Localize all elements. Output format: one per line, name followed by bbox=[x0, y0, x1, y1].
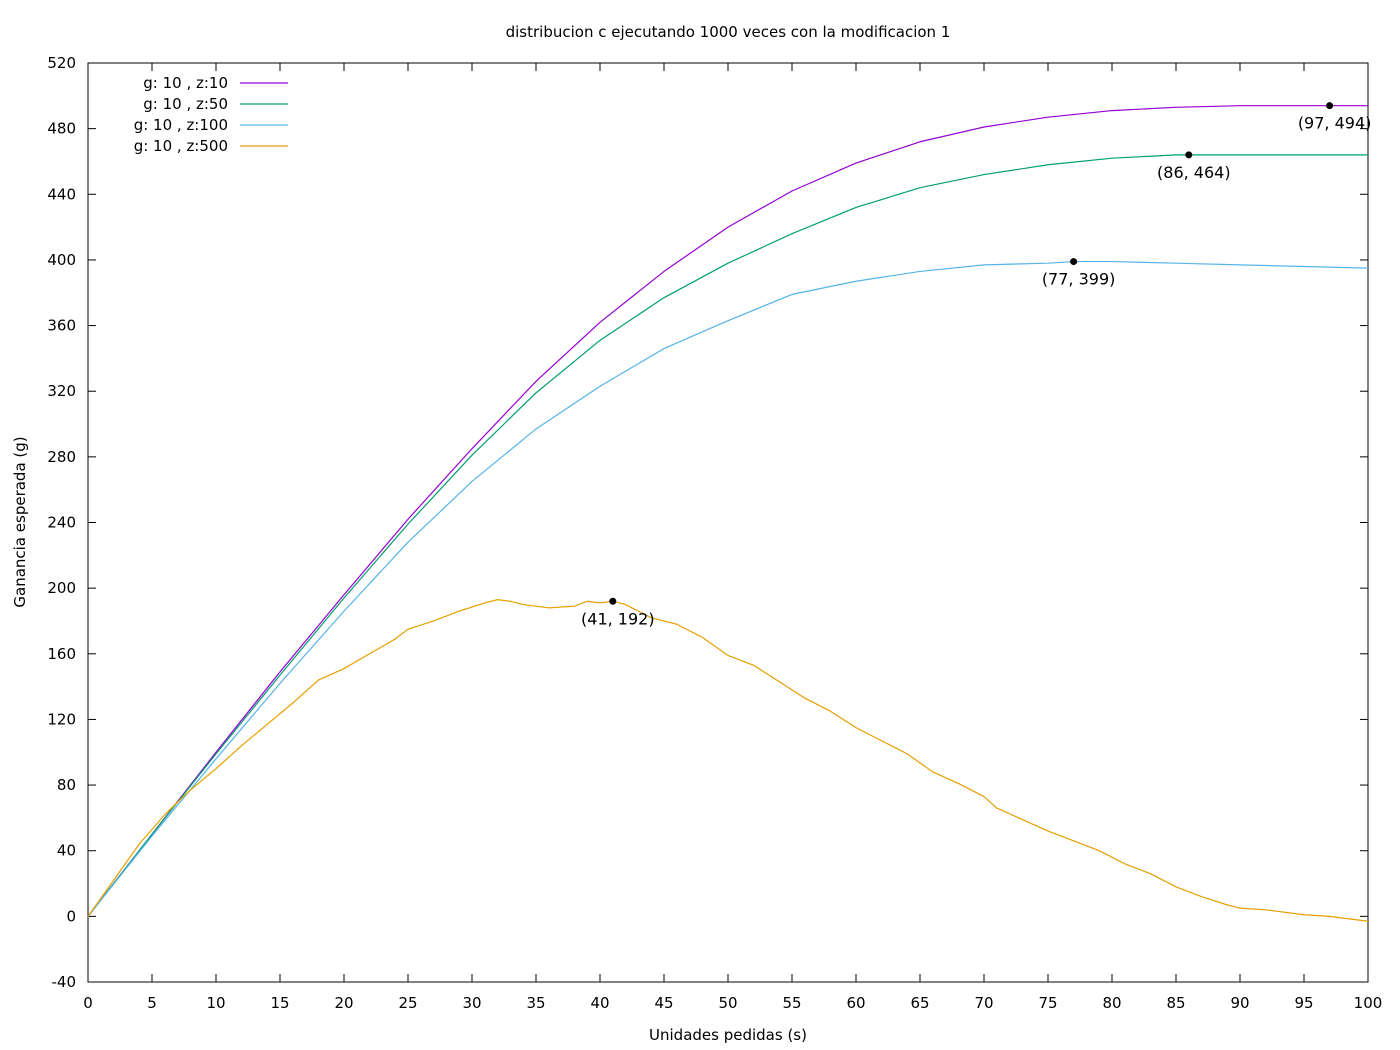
annotation-label: (97, 494) bbox=[1298, 114, 1372, 133]
x-tick-label: 100 bbox=[1354, 994, 1383, 1012]
y-tick-label: 480 bbox=[47, 120, 76, 138]
y-tick-label: 360 bbox=[47, 317, 76, 335]
y-tick-label: 200 bbox=[47, 579, 76, 597]
x-axis-label: Unidades pedidas (s) bbox=[649, 1026, 807, 1044]
chart-title: distribucion c ejecutando 1000 veces con… bbox=[506, 23, 951, 41]
x-tick-label: 5 bbox=[147, 994, 157, 1012]
x-tick-label: 20 bbox=[334, 994, 353, 1012]
x-tick-label: 10 bbox=[206, 994, 225, 1012]
annotation-point bbox=[1185, 151, 1193, 159]
x-tick-label: 85 bbox=[1166, 994, 1185, 1012]
series-line-3 bbox=[87, 260, 1369, 917]
x-tick-label: 70 bbox=[974, 994, 993, 1012]
x-tick-label: 65 bbox=[910, 994, 929, 1012]
x-tick-label: 55 bbox=[782, 994, 801, 1012]
x-tick-label: 15 bbox=[270, 994, 289, 1012]
y-tick-label: 40 bbox=[57, 842, 76, 860]
x-tick-label: 95 bbox=[1294, 994, 1313, 1012]
y-tick-label: -40 bbox=[52, 973, 77, 991]
legend-entry-label: g: 10 , z:10 bbox=[143, 74, 228, 92]
y-tick-label: 320 bbox=[47, 382, 76, 400]
legend-entry-label: g: 10 , z:100 bbox=[134, 116, 228, 134]
legend-entry-label: g: 10 , z:50 bbox=[143, 95, 228, 113]
x-tick-label: 60 bbox=[846, 994, 865, 1012]
series-line-4 bbox=[87, 599, 1369, 922]
y-tick-label: 440 bbox=[47, 185, 76, 203]
y-tick-label: 160 bbox=[47, 645, 76, 663]
annotation-point bbox=[609, 597, 617, 605]
x-tick-label: 0 bbox=[83, 994, 93, 1012]
y-tick-label: 80 bbox=[57, 776, 76, 794]
x-tick-label: 75 bbox=[1038, 994, 1057, 1012]
annotation-point bbox=[1326, 102, 1334, 110]
y-tick-label: 240 bbox=[47, 514, 76, 532]
series-line-1 bbox=[87, 105, 1368, 917]
x-tick-label: 80 bbox=[1102, 994, 1121, 1012]
y-axis-label: Ganancia esperada (g) bbox=[11, 436, 29, 607]
series-line-2 bbox=[87, 154, 1368, 917]
annotation-point bbox=[1070, 258, 1078, 266]
x-tick-label: 35 bbox=[526, 994, 545, 1012]
y-tick-label: 0 bbox=[66, 907, 76, 925]
x-tick-label: 90 bbox=[1230, 994, 1249, 1012]
x-tick-label: 50 bbox=[718, 994, 737, 1012]
plot-layer: 0 5 10 15 20 25 30 35 40 45 50 55 60 65 70 75 80 85 90 95 10… bbox=[47, 54, 1382, 1012]
y-tick-label: 520 bbox=[47, 54, 76, 72]
plot-frame bbox=[87, 62, 1369, 983]
legend-entry-label: g: 10 , z:500 bbox=[134, 137, 228, 155]
x-tick-label: 30 bbox=[462, 994, 481, 1012]
annotation-label: (86, 464) bbox=[1157, 163, 1231, 182]
annotation-label: (41, 192) bbox=[581, 609, 655, 628]
x-tick-label: 40 bbox=[590, 994, 609, 1012]
y-tick-label: 120 bbox=[47, 710, 76, 728]
x-tick-label: 25 bbox=[398, 994, 417, 1012]
y-tick-label: 400 bbox=[47, 251, 76, 269]
x-tick-label: 45 bbox=[654, 994, 673, 1012]
y-tick-label: 280 bbox=[47, 448, 76, 466]
annotation-label: (77, 399) bbox=[1042, 270, 1116, 289]
